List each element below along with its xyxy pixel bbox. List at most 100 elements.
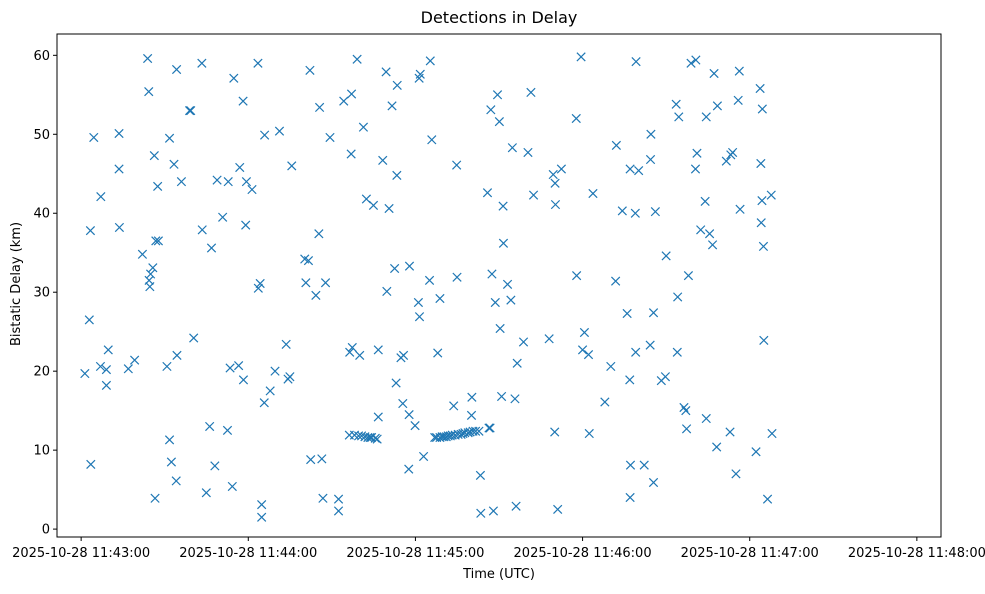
data-point — [691, 55, 701, 65]
data-point — [86, 459, 96, 469]
data-points — [80, 52, 777, 522]
data-point — [756, 158, 766, 169]
data-point — [352, 54, 362, 64]
data-point — [466, 410, 477, 421]
data-point — [96, 192, 106, 202]
data-point — [285, 372, 295, 382]
data-point — [631, 347, 641, 357]
data-point — [320, 278, 331, 288]
data-point — [257, 500, 267, 510]
data-point — [305, 65, 315, 75]
data-point — [392, 80, 402, 90]
data-point — [611, 276, 621, 286]
data-point — [101, 380, 112, 391]
data-point — [222, 425, 233, 436]
data-point — [311, 290, 321, 300]
data-point — [235, 162, 245, 173]
data-point — [498, 201, 508, 211]
data-point — [759, 335, 769, 346]
data-point — [145, 269, 156, 279]
data-point — [496, 391, 507, 402]
data-point — [630, 208, 640, 218]
data-point — [683, 271, 694, 281]
data-point — [648, 477, 659, 488]
data-point — [356, 431, 367, 441]
data-point — [528, 190, 539, 200]
data-point — [197, 58, 207, 68]
data-point — [225, 363, 235, 373]
data-point — [588, 188, 598, 199]
data-point — [550, 178, 560, 188]
x-tick-label: 2025-10-28 11:45:00 — [346, 546, 484, 561]
data-point — [767, 428, 777, 439]
data-point — [384, 203, 394, 214]
data-point — [502, 279, 513, 289]
data-point — [368, 200, 379, 210]
data-point — [114, 222, 125, 233]
data-point — [247, 184, 257, 195]
data-point — [510, 394, 520, 404]
data-point — [696, 225, 706, 235]
data-point — [306, 454, 316, 465]
data-point — [701, 112, 711, 122]
data-point — [617, 206, 627, 216]
data-point — [475, 470, 486, 481]
data-point — [485, 423, 495, 433]
data-point — [392, 170, 402, 180]
data-point — [671, 99, 681, 109]
data-point — [425, 56, 435, 66]
data-point — [674, 112, 684, 122]
data-point — [734, 66, 744, 76]
data-point — [424, 275, 435, 285]
data-point — [197, 225, 207, 235]
data-point — [495, 323, 505, 334]
data-point — [433, 348, 443, 358]
data-point — [85, 225, 96, 236]
data-point — [145, 282, 155, 292]
data-point — [206, 243, 217, 253]
data-point — [372, 434, 382, 444]
data-point — [103, 345, 113, 355]
data-point — [550, 427, 560, 437]
data-point — [673, 292, 683, 302]
data-point — [229, 73, 239, 83]
data-point — [171, 476, 181, 486]
data-point — [452, 272, 462, 282]
data-point — [241, 177, 252, 187]
data-point — [114, 164, 124, 174]
data-point — [660, 372, 671, 382]
data-point — [253, 58, 263, 68]
data-point — [281, 339, 291, 349]
data-point — [681, 406, 691, 416]
data-point — [150, 493, 160, 503]
data-point — [404, 464, 414, 474]
data-point — [648, 308, 659, 318]
x-tick-label: 2025-10-28 11:48:00 — [848, 546, 985, 561]
data-point — [579, 327, 590, 338]
data-point — [518, 337, 529, 347]
data-point — [766, 190, 776, 200]
data-point — [512, 358, 522, 368]
y-tick-label: 20 — [33, 365, 50, 380]
data-point — [169, 159, 179, 169]
data-point — [186, 105, 196, 116]
data-point — [583, 349, 594, 360]
data-point — [733, 95, 743, 105]
data-point — [756, 218, 766, 228]
data-point — [435, 293, 445, 304]
data-point — [333, 506, 344, 516]
y-tick-label: 10 — [33, 444, 50, 459]
data-point — [398, 350, 409, 361]
data-point — [625, 492, 635, 503]
data-point — [634, 165, 644, 176]
data-point — [631, 57, 641, 67]
data-point — [164, 435, 175, 445]
data-point — [650, 207, 660, 217]
data-point — [238, 96, 248, 106]
data-point — [751, 447, 761, 457]
data-point — [661, 251, 671, 261]
data-point — [166, 457, 177, 467]
data-point — [287, 161, 297, 171]
data-point — [373, 345, 383, 355]
data-point — [414, 312, 425, 322]
